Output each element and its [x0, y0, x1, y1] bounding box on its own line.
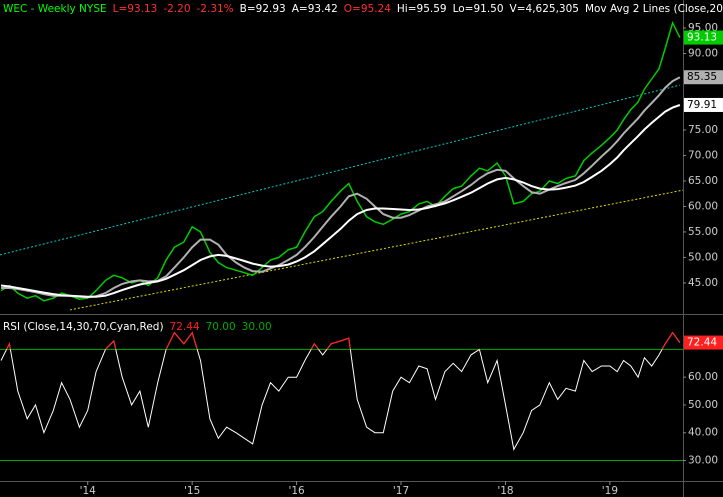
rsi-header: RSI (Close,14,30,70,Cyan,Red) 72.44 70.00 3… [3, 321, 272, 333]
y-tick-label: 60.00 [688, 371, 718, 383]
rsi-last: 72.44 [170, 321, 200, 333]
quote-item: Mov Avg 2 Lines (Close,20,40) [585, 3, 723, 15]
last-value-label: 79.91 [687, 99, 717, 111]
x-tick-label: '15 [184, 485, 200, 497]
series-line [0, 104, 681, 298]
rsi-overbought [5, 331, 681, 350]
x-tick-label: '14 [80, 485, 97, 497]
quote-item: V=4,625,305 [510, 3, 579, 15]
last-value-label: 72.44 [687, 337, 717, 349]
y-tick-label: 90.00 [688, 48, 718, 60]
chart-title: WEC - Weekly NYSE [3, 3, 107, 15]
y-tick-label: 50.00 [688, 399, 718, 411]
x-tick-label: '17 [393, 485, 409, 497]
quote-item: -2.31% [197, 3, 234, 15]
rsi-level-label: 70.00 [206, 321, 236, 333]
y-tick-label: 70.00 [688, 149, 718, 161]
y-tick-label: 55.00 [688, 226, 718, 238]
y-tick-label: 45.00 [688, 277, 718, 289]
last-value-label: 93.13 [687, 32, 717, 44]
trendline [0, 84, 680, 256]
last-value-tag [684, 70, 723, 85]
quote-item: O=95.24 [344, 3, 391, 15]
quote-item: A=93.42 [292, 3, 338, 15]
last-value-label: 85.35 [687, 71, 717, 83]
y-tick-label: 75.00 [688, 124, 718, 136]
y-tick-label: 30.00 [688, 455, 718, 467]
rsi-level-label: 30.00 [242, 321, 272, 333]
x-tick-label: '16 [288, 485, 305, 497]
last-value-tag [684, 335, 723, 350]
chart-header: WEC - Weekly NYSE L=93.13 -2.20 -2.31% B=92.… [3, 3, 723, 15]
quote-item: Hi=95.59 [397, 3, 447, 15]
quote-item: Lo=91.50 [453, 3, 504, 15]
y-tick-label: 65.00 [688, 175, 718, 187]
series-line [0, 20, 681, 302]
quote-item: B=92.93 [240, 3, 286, 15]
y-tick-label: 50.00 [688, 251, 718, 263]
quote-item: L=93.13 [113, 3, 158, 15]
quote-item: -2.20 [163, 3, 190, 15]
rsi-title: RSI (Close,14,30,70,Cyan,Red) [3, 321, 164, 333]
x-tick-label: '19 [602, 485, 618, 497]
y-tick-label: 40.00 [688, 427, 718, 439]
x-tick-label: '18 [497, 485, 513, 497]
y-tick-label: 60.00 [688, 200, 718, 212]
last-value-tag [684, 97, 723, 112]
series-line [1, 76, 681, 299]
last-value-tag [684, 30, 723, 45]
